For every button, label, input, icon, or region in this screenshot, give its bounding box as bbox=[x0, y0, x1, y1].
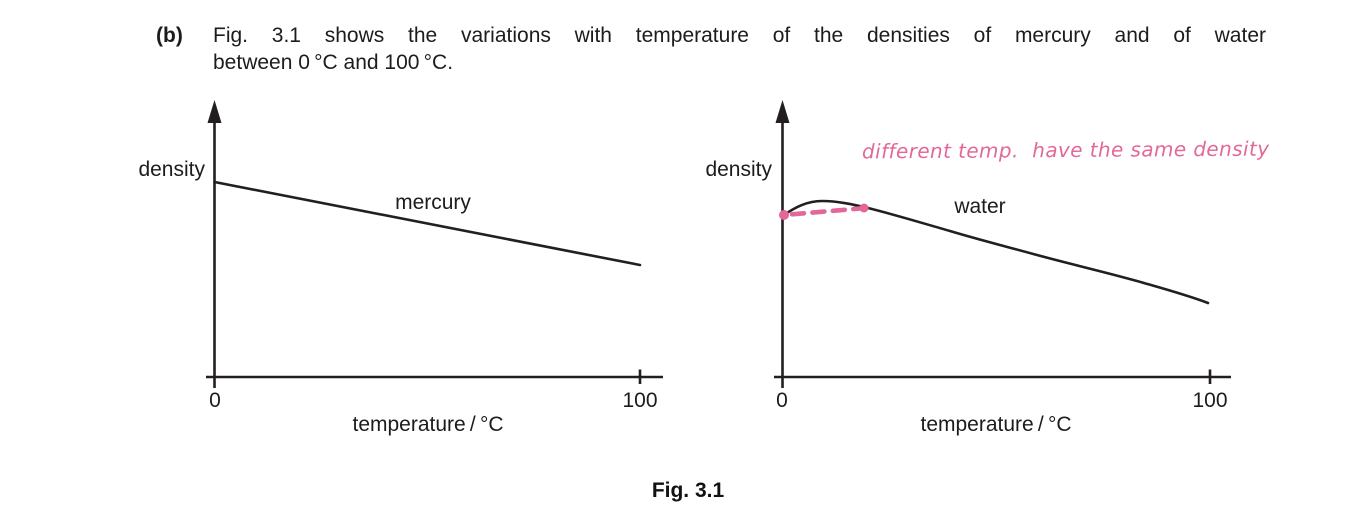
figure-caption: Fig. 3.1 bbox=[651, 479, 725, 502]
annotation-dashed-line bbox=[789, 206, 863, 217]
water-series-label: water bbox=[954, 195, 1006, 218]
right-y-axis-arrow-icon bbox=[775, 100, 790, 123]
left-y-axis-arrow-icon bbox=[207, 100, 222, 123]
mercury-curve bbox=[213, 180, 642, 267]
question-text-line2: between 0 °C and 100 °C. bbox=[213, 51, 454, 74]
left-x-tick-label-100: 100 bbox=[622, 389, 658, 412]
question-text: Fig. 3.1 shows the variations with tempe… bbox=[213, 22, 1266, 76]
question-part-label: (b) bbox=[156, 24, 183, 47]
water-curve bbox=[781, 199, 1210, 305]
left-x-tick-label-0: 0 bbox=[209, 389, 221, 412]
mercury-series-label: mercury bbox=[395, 191, 471, 214]
right-y-axis-label: density bbox=[705, 158, 772, 181]
right-x-axis-label: temperature / °C bbox=[920, 413, 1072, 436]
left-x-axis-label: temperature / °C bbox=[352, 413, 504, 436]
handwritten-annotation: different temp. have the same density bbox=[861, 136, 1270, 164]
right-x-tick-label-0: 0 bbox=[776, 389, 788, 412]
question-text-line1: Fig. 3.1 shows the variations with tempe… bbox=[213, 24, 1266, 47]
left-y-axis-label: density bbox=[138, 158, 205, 181]
right-x-tick-label-100: 100 bbox=[1192, 389, 1228, 412]
